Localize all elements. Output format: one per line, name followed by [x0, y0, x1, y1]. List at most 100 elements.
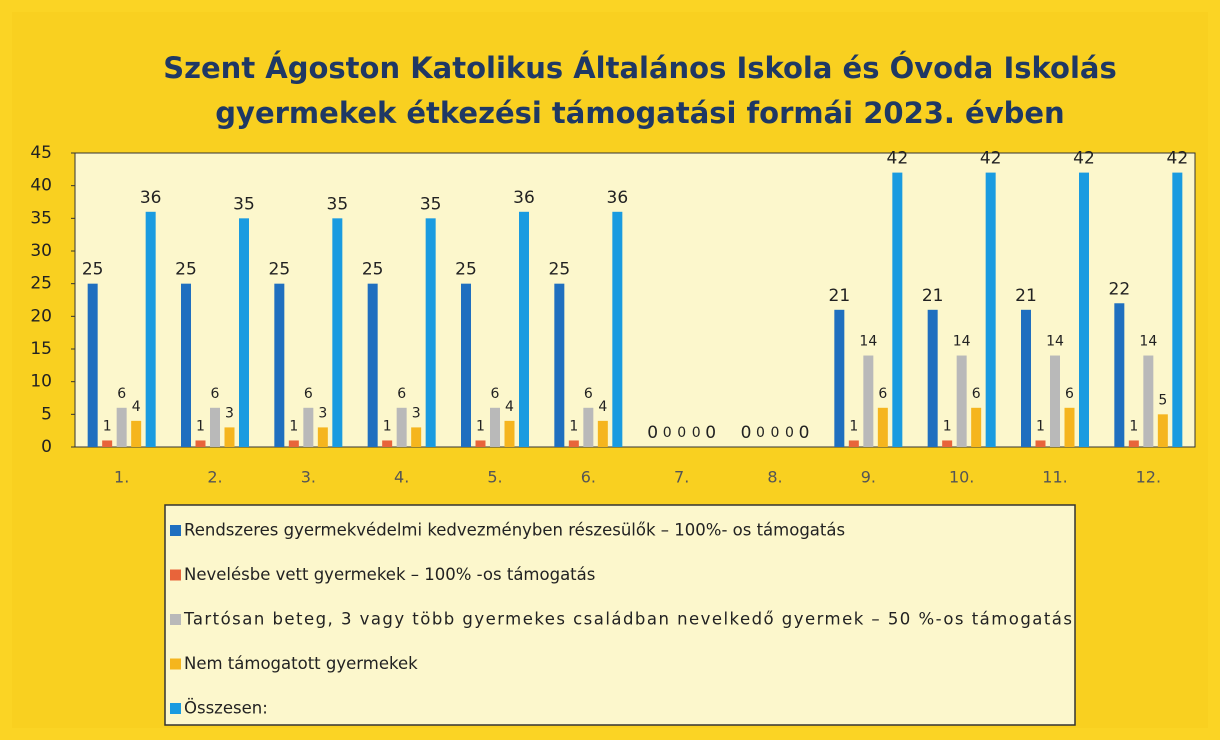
bar	[411, 427, 422, 447]
data-label: 4	[132, 399, 141, 415]
bar	[892, 172, 903, 447]
bar	[274, 283, 285, 447]
data-label: 1	[943, 418, 952, 434]
bar	[461, 283, 471, 447]
y-tick-label: 35	[30, 208, 52, 228]
bar	[1050, 355, 1060, 447]
bar	[1114, 303, 1125, 447]
data-label: 36	[513, 188, 535, 208]
bar	[1021, 309, 1031, 447]
data-label: 42	[980, 149, 1002, 169]
data-label: 3	[225, 405, 234, 421]
legend-swatch	[170, 525, 181, 536]
data-label: 21	[1015, 286, 1037, 306]
bar	[224, 427, 235, 447]
data-label: 1	[569, 418, 578, 434]
data-label: 25	[362, 260, 384, 280]
data-label: 1	[476, 418, 485, 434]
y-tick-label: 30	[30, 241, 52, 261]
bar	[332, 218, 343, 447]
x-tick-label: 8.	[767, 468, 782, 487]
data-label: 36	[607, 188, 629, 208]
legend-label: Rendszeres gyermekvédelmi kedvezményben …	[184, 521, 845, 540]
legend-swatch	[170, 569, 181, 581]
data-label: 14	[1139, 334, 1157, 350]
bar	[239, 218, 249, 447]
data-label: 1	[849, 418, 858, 434]
data-label: 3	[318, 405, 327, 421]
data-label: 0	[647, 423, 658, 443]
bar	[382, 440, 393, 447]
bar	[145, 211, 156, 447]
x-tick-label: 11.	[1042, 468, 1067, 487]
data-label: 21	[829, 286, 851, 306]
legend-swatch	[170, 614, 181, 625]
data-label: 6	[1065, 386, 1074, 402]
bar	[956, 355, 967, 447]
data-label: 0	[799, 423, 810, 443]
data-label: 0	[741, 423, 752, 443]
x-tick-label: 9.	[861, 468, 876, 487]
bar	[519, 211, 529, 447]
data-label: 0	[663, 425, 672, 441]
bar	[927, 309, 938, 447]
data-label: 1	[103, 418, 112, 434]
data-label: 3	[412, 405, 421, 421]
y-tick-label: 5	[41, 404, 52, 424]
data-label: 14	[1046, 334, 1064, 350]
x-tick-label: 1.	[114, 468, 129, 487]
data-label: 6	[878, 386, 887, 402]
data-label: 25	[549, 260, 571, 280]
bar	[1172, 172, 1183, 447]
bar	[1157, 414, 1168, 447]
bar	[87, 283, 98, 447]
legend-label: Nevelésbe vett gyermekek – 100% -os támo…	[184, 565, 595, 584]
x-tick-label: 6.	[581, 468, 596, 487]
bar	[425, 218, 436, 447]
bar	[1143, 355, 1154, 447]
x-tick-label: 12.	[1136, 468, 1161, 487]
bar	[863, 355, 874, 447]
bar	[504, 420, 515, 447]
bar	[848, 440, 859, 447]
bar	[116, 407, 127, 447]
data-label: 0	[677, 425, 686, 441]
data-label: 4	[598, 399, 607, 415]
data-label: 35	[420, 194, 442, 214]
chart-title: gyermekek étkezési támogatási formái 202…	[215, 96, 1064, 130]
y-tick-label: 45	[30, 143, 52, 163]
data-label: 42	[887, 149, 909, 169]
legend-swatch	[170, 658, 181, 670]
x-tick-label: 4.	[394, 468, 409, 487]
bar	[1128, 440, 1139, 447]
data-label: 42	[1073, 149, 1095, 169]
data-label: 1	[383, 418, 392, 434]
data-label: 6	[304, 386, 313, 402]
bar	[210, 407, 220, 447]
data-label: 6	[397, 386, 406, 402]
data-label: 0	[705, 423, 716, 443]
bar	[490, 407, 500, 447]
data-label: 25	[455, 260, 477, 280]
legend-label: Tartósan beteg, 3 vagy több gyermekes cs…	[183, 610, 1072, 629]
y-tick-label: 20	[30, 306, 52, 326]
bar	[942, 440, 953, 447]
data-label: 35	[327, 194, 349, 214]
data-label: 6	[584, 386, 593, 402]
bar	[195, 440, 206, 447]
data-label: 36	[140, 188, 162, 208]
y-tick-label: 0	[41, 437, 52, 457]
data-label: 42	[1167, 149, 1189, 169]
data-label: 25	[269, 260, 291, 280]
legend-swatch	[170, 703, 181, 714]
bar	[181, 283, 191, 447]
bar	[597, 420, 608, 447]
data-label: 14	[953, 334, 971, 350]
data-label: 6	[491, 386, 500, 402]
legend	[164, 504, 1076, 726]
plot-area	[74, 152, 1196, 448]
bar	[1035, 440, 1046, 447]
bar	[583, 407, 594, 447]
bar	[288, 440, 299, 447]
